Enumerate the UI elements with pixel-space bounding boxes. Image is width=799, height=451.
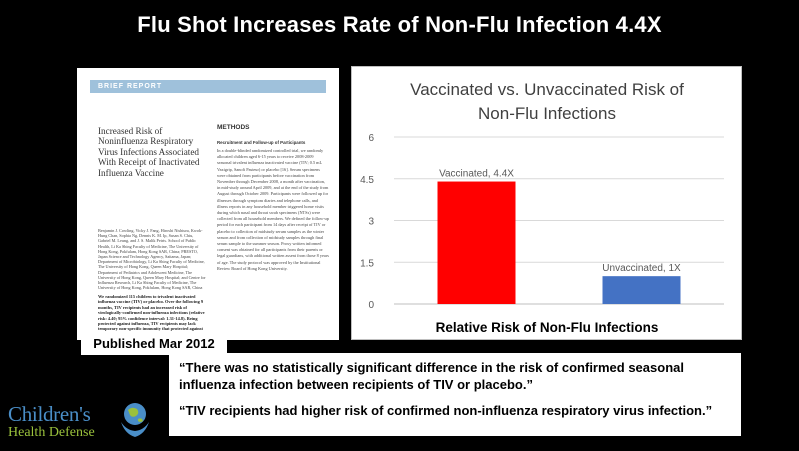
logo-line-1: Children's xyxy=(8,402,91,426)
globe-hands-icon xyxy=(121,403,149,437)
chd-logo: Children's Health Defense xyxy=(6,398,156,444)
slide-title: Flu Shot Increases Rate of Non-Flu Infec… xyxy=(137,12,662,37)
logo-line-2: Health Defense xyxy=(8,425,95,440)
y-tick-label: 1.5 xyxy=(360,258,374,269)
published-label: Published Mar 2012 xyxy=(81,333,227,355)
paper-methods-subheading: Recruitment and Follow-up of Participant… xyxy=(217,140,306,145)
quote-non-influenza: “TIV recipients had higher risk of confi… xyxy=(179,403,713,418)
chart-title-line-1: Vaccinated vs. Unvaccinated Risk of xyxy=(410,80,684,99)
bar-vaccinated xyxy=(437,181,516,304)
paper-band-label: BRIEF REPORT xyxy=(90,80,326,93)
chart-y-tick-labels: 0 1.5 3 4.5 6 xyxy=(360,133,374,311)
y-tick-label: 6 xyxy=(368,133,374,144)
y-tick-label: 4.5 xyxy=(360,175,374,186)
paper-methods-heading: METHODS xyxy=(217,124,250,131)
bar-unvaccinated xyxy=(602,276,681,304)
y-tick-label: 3 xyxy=(368,217,374,228)
chart-bars xyxy=(437,181,681,304)
data-label-vaccinated: Vaccinated, 4.4X xyxy=(439,169,514,180)
paper-authors: Benjamin J. Cowling, Vicky J. Fang, Hiro… xyxy=(98,228,206,291)
chart-x-axis-label: Relative Risk of Non-Flu Infections xyxy=(436,320,659,335)
bar-chart: Vaccinated vs. Unvaccinated Risk of Non-… xyxy=(360,80,724,335)
chart-panel: Vaccinated vs. Unvaccinated Risk of Non-… xyxy=(351,66,742,340)
paper-scan: BRIEF REPORT Increased Risk of Noninflue… xyxy=(77,68,339,340)
quote-seasonal-influenza: “There was no statistically significant … xyxy=(179,360,684,392)
paper-title: Increased Risk of Noninfluenza Respirato… xyxy=(98,126,200,178)
quotes-box: “There was no statistically significant … xyxy=(169,353,741,436)
data-label-unvaccinated: Unvaccinated, 1X xyxy=(602,263,681,274)
paper-abstract: We randomized 115 children to trivalent … xyxy=(98,294,205,337)
chart-data-labels: Vaccinated, 4.4X Unvaccinated, 1X xyxy=(439,169,681,275)
y-tick-label: 0 xyxy=(368,300,374,311)
paper-methods-text: In a double-blinded randomized controlle… xyxy=(217,148,329,271)
chart-title-line-2: Non-Flu Infections xyxy=(478,104,616,123)
